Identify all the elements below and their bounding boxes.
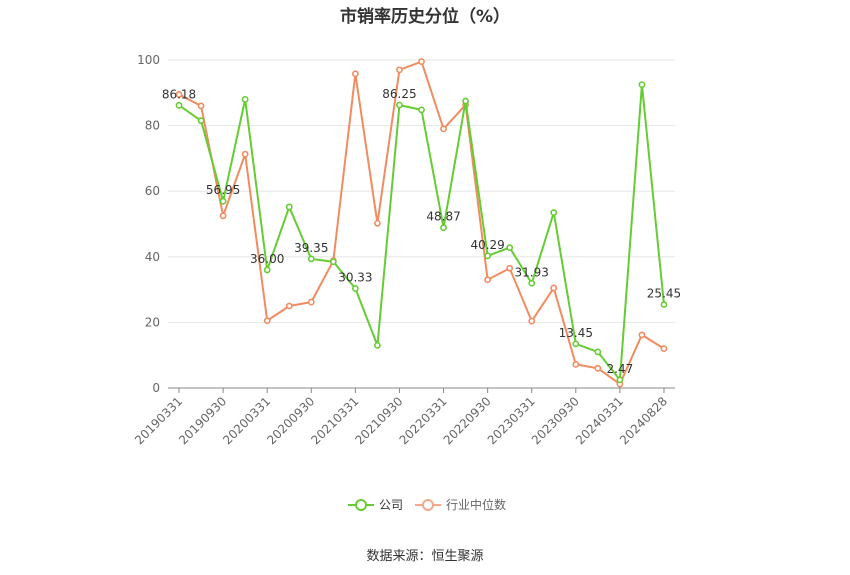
legend-item-industry[interactable]: 行业中位数 (415, 496, 506, 513)
industry-point (550, 284, 558, 292)
company-point (572, 340, 580, 348)
y-tick-labels: 0 20 40 60 80 100 (137, 53, 160, 395)
company-point (241, 95, 249, 103)
legend-industry-line-icon (415, 498, 442, 511)
company-point (197, 117, 205, 125)
company-point (638, 81, 646, 88)
industry-point (638, 331, 646, 339)
company-point (660, 301, 668, 308)
industry-point (351, 70, 359, 78)
industry-point (440, 125, 447, 133)
company-point (285, 203, 293, 211)
company-point (263, 266, 271, 274)
series-industry (175, 58, 668, 388)
company-point (440, 224, 447, 232)
company-point (396, 101, 403, 109)
company-point (374, 341, 381, 349)
industry-point (528, 317, 536, 325)
data-label: 86.18 (162, 87, 196, 101)
x-tick-labels: 2019033120190930202003312020093020210331… (132, 394, 670, 447)
company-point (528, 279, 536, 287)
industry-point (175, 91, 183, 98)
company-point (219, 197, 227, 205)
industry-point (219, 212, 227, 220)
y-tick-label: 80 (145, 119, 160, 133)
data-label: 25.45 (647, 287, 681, 301)
legend-industry-label: 行业中位数 (446, 498, 507, 512)
data-label: 86.25 (382, 87, 416, 101)
industry-point (418, 58, 425, 66)
industry-point (484, 276, 492, 284)
legend-item-company[interactable]: 公司 (348, 496, 403, 513)
data-label: 39.35 (294, 241, 328, 255)
industry-point (307, 298, 315, 306)
data-label: 40.29 (470, 238, 504, 252)
series-company (175, 81, 668, 384)
series-lines (175, 58, 668, 388)
company-point (594, 348, 602, 356)
data-label: 30.33 (338, 271, 372, 285)
data-label: 56.95 (206, 183, 240, 197)
data-label: 48.87 (426, 210, 460, 224)
industry-point (506, 264, 514, 272)
industry-point (263, 317, 271, 325)
company-point (506, 244, 514, 252)
company-point (329, 258, 337, 266)
industry-point (241, 150, 249, 158)
data-source-note: 数据来源：恒生聚源 (366, 549, 484, 564)
chart-title: 市销率历史分位（%） (339, 7, 511, 27)
company-point (550, 209, 558, 216)
data-label: 2.47 (607, 362, 634, 376)
company-point (418, 106, 425, 114)
industry-point (572, 360, 580, 368)
y-tick-label: 60 (145, 184, 160, 198)
y-tick-label: 100 (137, 53, 160, 67)
company-point (175, 101, 183, 109)
company-point (484, 252, 492, 260)
industry-point (374, 219, 381, 227)
y-tick-label: 20 (145, 315, 160, 329)
legend-company-line-icon (348, 498, 374, 511)
industry-point (594, 364, 602, 372)
industry-point (660, 345, 668, 353)
y-tick-label: 0 (152, 381, 160, 395)
company-point (307, 255, 315, 263)
industry-point (285, 302, 293, 310)
company-point (351, 285, 359, 292)
data-labels: 86.18 56.95 36.00 39.35 30.33 86.25 48.87 40.29… (162, 87, 681, 376)
axes (168, 387, 675, 393)
company-point (462, 97, 469, 105)
industry-point (197, 102, 205, 110)
y-tick-label: 40 (145, 250, 160, 264)
data-label: 36.00 (250, 252, 284, 266)
company-point (616, 376, 624, 384)
legend-company-label: 公司 (379, 498, 404, 512)
legend: 公司 行业中位数 (348, 496, 518, 513)
x-tick-label: 20240828 (617, 394, 670, 447)
data-label: 13.45 (559, 326, 593, 340)
data-label: 31.93 (515, 265, 549, 279)
industry-point (396, 66, 403, 74)
